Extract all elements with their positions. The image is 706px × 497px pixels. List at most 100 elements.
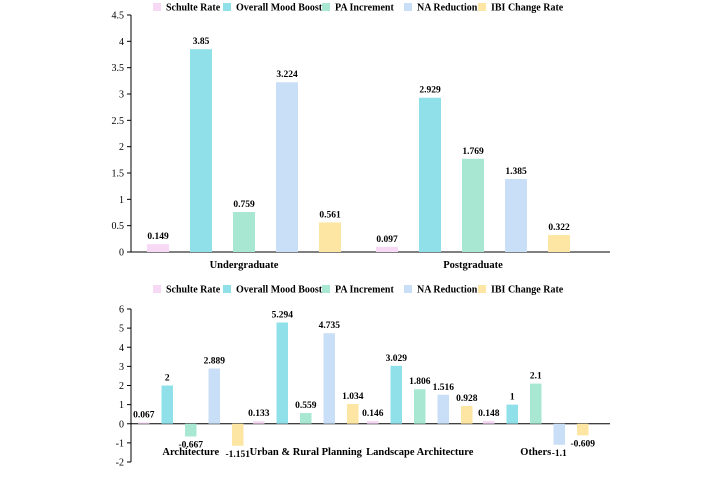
y-tick-label: -1 <box>116 438 124 449</box>
legend-swatch <box>153 3 161 11</box>
bar <box>530 383 542 424</box>
legend-label: IBI Change Rate <box>491 285 564 296</box>
bar <box>390 365 402 424</box>
data-label: 0.928 <box>456 394 478 404</box>
data-label: 2.929 <box>419 86 441 96</box>
bar <box>138 422 150 424</box>
data-label: 1.034 <box>342 392 364 402</box>
legend-swatch <box>404 3 412 11</box>
bar <box>185 423 197 437</box>
y-tick-label: 2 <box>119 142 124 153</box>
legend-swatch <box>322 285 330 293</box>
data-label: -0.667 <box>178 441 203 451</box>
bar <box>414 389 426 424</box>
bar <box>548 235 570 252</box>
y-tick-label: 0 <box>119 419 124 430</box>
data-label: 0.148 <box>478 409 500 419</box>
data-label: 2.1 <box>530 372 542 382</box>
data-label: -1.1 <box>552 449 567 459</box>
bar <box>276 82 298 252</box>
y-tick-label: 1 <box>119 195 124 206</box>
bar <box>147 244 169 252</box>
y-tick-label: 2.5 <box>112 116 125 127</box>
legend-swatch <box>322 3 330 11</box>
bar <box>483 420 495 424</box>
data-label: 0.322 <box>548 223 570 233</box>
category-label: Landscape Architecture <box>366 447 474 458</box>
y-tick-label: 0 <box>119 248 124 259</box>
data-label: 3.85 <box>193 37 210 47</box>
y-tick-label: 5 <box>119 324 124 335</box>
data-label: 0.759 <box>233 200 255 210</box>
data-label: 0.067 <box>133 410 155 420</box>
data-label: 3.224 <box>276 70 298 80</box>
legend-label: NA Reduction <box>417 285 478 296</box>
bar <box>208 368 220 424</box>
bar <box>437 394 449 424</box>
data-label: 3.029 <box>386 354 408 364</box>
data-label: 2.889 <box>204 356 226 366</box>
data-label: 1 <box>510 393 515 403</box>
legend-swatch <box>404 285 412 293</box>
legend-swatch <box>478 285 486 293</box>
y-tick-label: 4 <box>119 37 124 48</box>
legend-swatch <box>153 285 161 293</box>
data-label: 4.735 <box>319 321 341 331</box>
y-tick-label: 1 <box>119 400 124 411</box>
bar <box>376 246 398 252</box>
legend-label: Overall Mood Boost <box>236 3 323 14</box>
bar <box>233 212 255 252</box>
category-label: Undergraduate <box>210 260 279 271</box>
legend-label: PA Increment <box>335 3 394 14</box>
bar <box>300 413 312 424</box>
bar <box>319 222 341 252</box>
data-label: 0.133 <box>248 409 270 419</box>
data-label: -0.609 <box>570 439 595 449</box>
category-label: Urban & Rural Planning <box>250 447 363 458</box>
legend-label: PA Increment <box>335 285 394 296</box>
data-label: 0.146 <box>362 409 384 419</box>
data-label: 0.559 <box>295 401 317 411</box>
data-label: -1.151 <box>225 450 250 460</box>
legend-label: IBI Change Rate <box>491 3 564 14</box>
data-label: 1.806 <box>409 377 431 387</box>
bar <box>462 158 484 252</box>
y-tick-label: 4.5 <box>112 11 125 22</box>
y-tick-label: 2 <box>119 381 124 392</box>
data-label: 1.385 <box>505 167 527 177</box>
y-tick-label: 6 <box>119 305 124 316</box>
bar <box>190 49 212 252</box>
legend-swatch <box>223 3 231 11</box>
legend-swatch <box>223 285 231 293</box>
category-label: Architecture <box>162 447 219 458</box>
data-label: 1.516 <box>433 383 455 393</box>
bar <box>347 403 359 424</box>
y-tick-label: 4 <box>119 343 124 354</box>
data-label: 2 <box>165 374 170 384</box>
bar <box>461 406 473 424</box>
data-label: 0.097 <box>376 235 398 245</box>
data-label: 1.769 <box>462 147 484 157</box>
category-label: Postgraduate <box>443 260 503 271</box>
y-tick-label: 3.5 <box>112 63 125 74</box>
y-tick-label: -2 <box>116 458 124 469</box>
bar <box>505 179 527 252</box>
y-tick-label: 1.5 <box>112 169 125 180</box>
bar <box>506 404 518 424</box>
bar <box>253 421 265 424</box>
legend-label: Schulte Rate <box>166 3 221 14</box>
y-tick-label: 3 <box>119 90 124 101</box>
data-label: 0.149 <box>147 232 169 242</box>
bar <box>367 420 379 424</box>
legend-label: Overall Mood Boost <box>236 285 323 296</box>
bar <box>577 423 589 436</box>
legend-label: Schulte Rate <box>166 285 221 296</box>
bar <box>276 322 288 424</box>
legend-label: NA Reduction <box>417 3 478 14</box>
y-tick-label: 3 <box>119 362 124 373</box>
legend-swatch <box>478 3 486 11</box>
bar <box>419 97 441 252</box>
bar <box>323 333 335 424</box>
